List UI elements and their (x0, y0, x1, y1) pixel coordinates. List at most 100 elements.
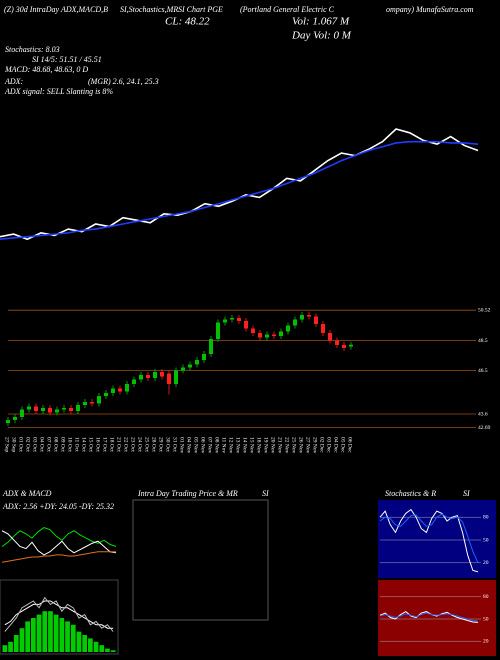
bar (36, 614, 42, 652)
x-tick-label: 06 Nov (200, 437, 206, 454)
candle-body (104, 393, 108, 396)
candle-body (335, 340, 339, 345)
x-tick-label: 21 Oct (116, 437, 122, 452)
close-price: CL: 48.22 (165, 16, 210, 28)
candle-body (237, 318, 241, 321)
candle-body (34, 406, 38, 411)
x-tick-label: 06 Dec (347, 437, 353, 453)
candle-body (48, 408, 52, 413)
x-tick-label: 08 Nov (214, 437, 220, 454)
bar (8, 641, 13, 652)
y-tick-label: 20 (483, 638, 489, 644)
candle-body (230, 318, 234, 320)
header-text: (Portland General Electric C (240, 5, 335, 14)
y-tick-label: 46.5 (478, 368, 488, 374)
y-tick-label: 80 (483, 594, 489, 600)
candle-body (251, 328, 255, 333)
bar (93, 641, 99, 652)
candle-body (307, 315, 311, 317)
bar (76, 631, 82, 652)
y-tick-label: 50 (483, 537, 489, 543)
candle-body (62, 408, 66, 410)
candle-body (216, 322, 220, 339)
x-tick-label: 18 Oct (109, 437, 115, 452)
candle-body (83, 402, 87, 405)
bar (2, 645, 8, 652)
adx-values: ADX: 2.56 +DY: 24.05 -DY: 25.32 (2, 502, 114, 511)
x-tick-label: 24 Oct (137, 437, 143, 452)
macd-box (0, 579, 119, 655)
stoch-text: Stochastics: 8.03 (5, 45, 60, 54)
x-tick-label: 03 Oct (32, 437, 38, 452)
x-tick-label: 17 Oct (102, 437, 108, 452)
x-tick-label: 25 Oct (144, 437, 150, 452)
x-tick-label: 31 Oct (172, 437, 178, 452)
intraday-box (132, 499, 269, 621)
candle-body (181, 367, 185, 371)
x-tick-label: 27 Nov (305, 437, 311, 454)
volume: Vol: 1.067 M (292, 16, 350, 28)
candle-body (111, 388, 115, 393)
candle-body (258, 333, 262, 338)
candle-body (244, 321, 248, 329)
panel-background (378, 500, 496, 578)
candle-body (342, 345, 346, 348)
series-line (379, 612, 479, 622)
candle-body (6, 420, 10, 423)
x-tick-label: 07 Nov (207, 437, 213, 454)
candle-body (195, 360, 199, 365)
bar (99, 645, 105, 652)
series-line (0, 128, 479, 241)
candle-body (209, 339, 213, 354)
candle-body (286, 325, 290, 332)
candle-body (27, 406, 31, 410)
x-tick-label: 16 Oct (95, 437, 101, 452)
candle-body (328, 333, 332, 341)
x-tick-label: 11 Nov (221, 437, 227, 453)
x-tick-label: 04 Dec (333, 437, 339, 453)
x-tick-label: 02 Oct (25, 437, 31, 452)
x-tick-label: 11 Oct (74, 437, 80, 452)
x-tick-label: 20 Nov (270, 437, 276, 454)
candle-body (41, 408, 45, 411)
x-tick-label: 26 Nov (298, 437, 304, 454)
candle-body (125, 384, 129, 392)
x-tick-label: 08 Oct (53, 437, 59, 452)
series-line (1, 551, 116, 563)
x-tick-label: 18 Nov (256, 437, 262, 454)
candle-body (97, 396, 101, 404)
series-line (379, 513, 479, 564)
series-line (4, 596, 114, 632)
series-line (1, 530, 117, 556)
bar (19, 628, 25, 652)
x-tick-label: 05 Nov (193, 437, 199, 454)
candle-body (153, 372, 157, 378)
x-tick-label: 13 Nov (235, 437, 241, 454)
panel-title: Stochastics & R (385, 489, 436, 498)
x-tick-label: 28 Oct (151, 437, 157, 452)
candle-body (146, 375, 150, 378)
candle-body (279, 331, 283, 336)
candle-body (223, 319, 227, 323)
candle-body (349, 344, 353, 347)
x-tick-label: 29 Nov (312, 437, 318, 454)
bar (82, 635, 87, 652)
header-text: (Z) 30d IntraDay ADX,MACD,B (4, 5, 108, 14)
x-tick-label: 25 Nov (291, 437, 297, 454)
x-tick-label: 30 Oct (165, 437, 171, 452)
y-tick-label: 50 (483, 616, 489, 622)
adx-text: ADX: (4, 77, 24, 86)
candle-body (160, 372, 164, 377)
candle-body (188, 364, 192, 368)
x-tick-label: 23 Oct (130, 437, 136, 452)
bar (25, 621, 30, 652)
signal-text: ADX signal: SELL Slanting is 8% (4, 87, 113, 96)
bar (88, 638, 93, 652)
y-tick-label: 43.6 (478, 411, 488, 417)
candle-body (272, 334, 276, 336)
panel-background (378, 580, 496, 656)
bar (70, 624, 76, 652)
candle-body (132, 379, 136, 384)
bar (48, 611, 53, 652)
